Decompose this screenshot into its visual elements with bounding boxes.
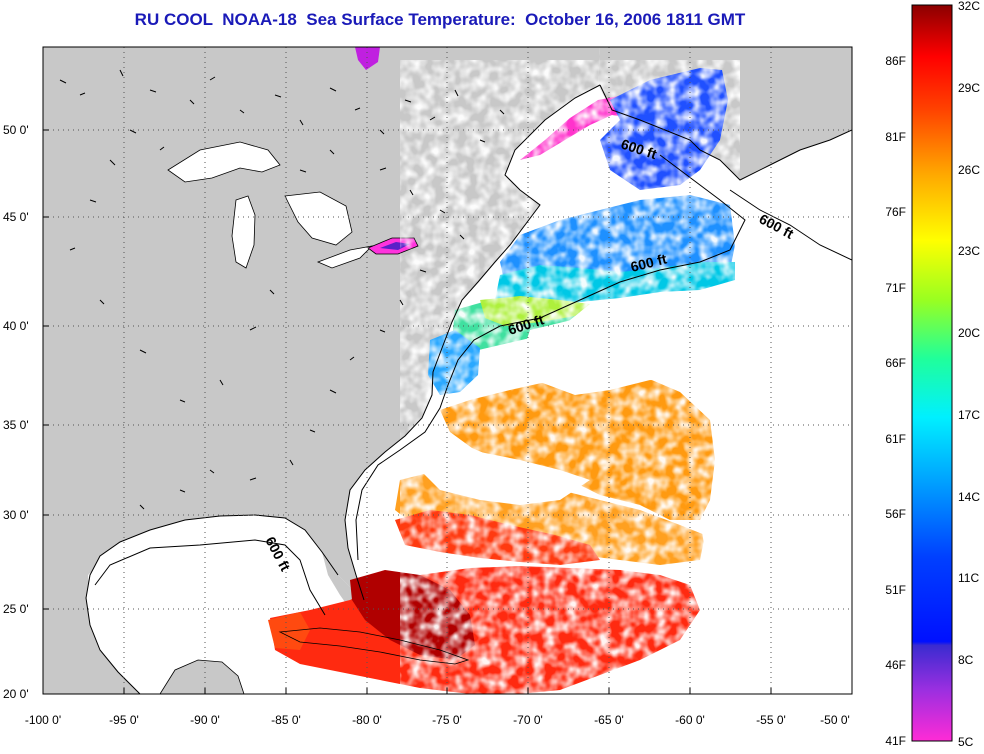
land-yucatan bbox=[160, 660, 244, 694]
lon-tick-label: -75 0' bbox=[432, 713, 462, 727]
colorbar-gradient bbox=[911, 4, 953, 742]
fahrenheit-label: 51F bbox=[885, 583, 906, 597]
celsius-label: 32C bbox=[958, 0, 980, 13]
cloud-mass-central bbox=[520, 318, 720, 395]
fahrenheit-label: 86F bbox=[885, 54, 906, 68]
lat-tick-labels: 20 0' 25 0' 30 0' 35 0' 40 0' 45 0' 50 0… bbox=[3, 123, 29, 701]
fahrenheit-label: 71F bbox=[885, 281, 906, 295]
fahrenheit-label: 76F bbox=[885, 205, 906, 219]
coastline-east bbox=[344, 84, 601, 601]
lon-tick-labels: -100 0' -95 0' -90 0' -85 0' -80 0' -75 … bbox=[25, 713, 850, 727]
celsius-label: 5C bbox=[958, 735, 974, 749]
fahrenheit-label: 46F bbox=[885, 658, 906, 672]
cloud-mass-east bbox=[700, 520, 760, 660]
lon-tick-label: -65 0' bbox=[594, 713, 624, 727]
lon-tick-label: -80 0' bbox=[352, 713, 382, 727]
lake-erie bbox=[316, 245, 374, 269]
axis-tick-marks bbox=[42, 129, 853, 695]
lake-huron bbox=[284, 191, 353, 246]
lat-tick-label: 20 0' bbox=[3, 687, 29, 701]
celsius-label: 8C bbox=[958, 653, 974, 667]
map-title: RU COOL NOAA-18 Sea Surface Temperature:… bbox=[134, 10, 746, 29]
cloud-mass-offshore bbox=[420, 445, 590, 505]
lon-tick-label: -95 0' bbox=[109, 713, 139, 727]
coastline-maritimes bbox=[599, 84, 852, 181]
lon-tick-label: -55 0' bbox=[756, 713, 786, 727]
lon-tick-label: -70 0' bbox=[513, 713, 543, 727]
celsius-label: 17C bbox=[958, 408, 980, 422]
celsius-label: 11C bbox=[958, 571, 979, 585]
lat-tick-label: 30 0' bbox=[3, 508, 29, 522]
lon-tick-label: -60 0' bbox=[675, 713, 705, 727]
fahrenheit-label: 61F bbox=[885, 432, 906, 446]
lat-tick-label: 45 0' bbox=[3, 210, 29, 224]
fahrenheit-label: 66F bbox=[885, 356, 906, 370]
lat-tick-label: 25 0' bbox=[3, 602, 29, 616]
fahrenheit-label: 41F bbox=[885, 734, 906, 748]
fahrenheit-label: 56F bbox=[885, 507, 906, 521]
inland-lakes bbox=[59, 69, 505, 510]
isobath-600ft-atlantic bbox=[355, 154, 746, 561]
colorbar-celsius-labels: 32C 29C 26C 23C 20C 17C 14C 11C 8C 5C bbox=[958, 0, 980, 749]
fahrenheit-label: 81F bbox=[885, 130, 906, 144]
lake-superior bbox=[167, 141, 281, 183]
celsius-label: 20C bbox=[958, 326, 980, 340]
cloud-mass-gulf bbox=[88, 524, 320, 640]
lake-michigan bbox=[231, 195, 256, 269]
isobath-600ft-gulf bbox=[94, 539, 326, 616]
colorbar-fahrenheit-labels: 86F 81F 76F 71F 66F 61F 56F 51F 46F 41F bbox=[885, 54, 906, 748]
celsius-label: 29C bbox=[958, 81, 980, 95]
coastline-cuba bbox=[278, 627, 470, 665]
lon-tick-label: -85 0' bbox=[271, 713, 301, 727]
lat-tick-label: 35 0' bbox=[3, 418, 29, 432]
lon-tick-label: -50 0' bbox=[820, 713, 850, 727]
lat-tick-label: 50 0' bbox=[3, 123, 29, 137]
celsius-label: 26C bbox=[958, 163, 980, 177]
lon-tick-label: -90 0' bbox=[190, 713, 220, 727]
lon-tick-label: -100 0' bbox=[25, 713, 61, 727]
coastline-yucatan bbox=[159, 659, 245, 694]
celsius-label: 23C bbox=[958, 244, 980, 258]
celsius-label: 14C bbox=[958, 490, 980, 504]
hudson-bay-cold bbox=[355, 47, 380, 70]
isobath-600ft-grand-banks bbox=[729, 189, 852, 261]
lat-tick-label: 40 0' bbox=[3, 319, 29, 333]
coastline-gulf bbox=[85, 514, 339, 694]
